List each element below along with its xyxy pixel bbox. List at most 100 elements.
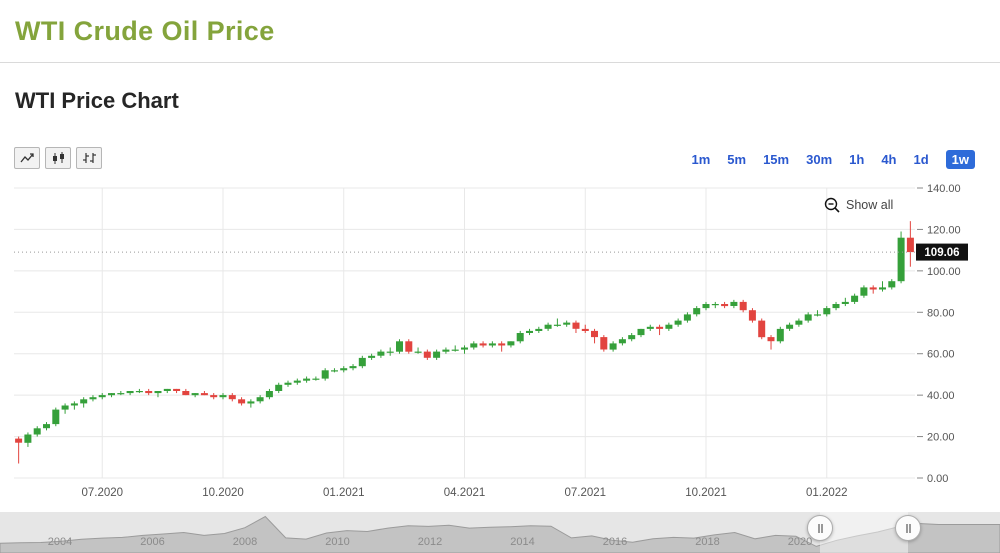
navigator-canvas[interactable] [0,512,1000,553]
candle-body [906,237,914,253]
candlestick-chart-style-button[interactable] [45,147,71,169]
navigator-right-handle[interactable] [895,515,921,541]
candle-body [581,328,589,331]
timeframe-15m[interactable]: 15m [763,152,790,167]
candle-body [814,314,821,316]
candle-body [210,395,218,398]
show-all-button[interactable]: Show all [824,197,893,213]
candle-body [191,393,199,396]
candle-body [238,399,246,404]
candle-body [70,403,78,406]
candle-body [897,237,905,282]
candle-body [748,310,756,321]
candle-body [461,347,468,350]
candle-body [470,343,478,348]
timeframe-4h[interactable]: 4h [881,152,897,167]
ohlc-chart-style-button[interactable] [76,147,102,169]
candle-body [507,341,515,346]
candle-body [832,304,840,309]
candle-body [656,326,664,329]
candle-body [405,341,413,352]
navigator-left-handle[interactable] [807,515,833,541]
candle-body [646,326,654,329]
candle-body [154,391,162,394]
handle-grip-icon [905,523,911,533]
y-axis-label: 20.00 [927,432,955,444]
timeframe-1d[interactable]: 1d [913,152,929,167]
y-axis-label: 60.00 [927,349,955,361]
y-axis-label: 120.00 [927,224,961,236]
page-title: WTI Crude Oil Price [15,16,275,46]
x-axis-label: 07.2020 [81,487,123,499]
candle-body [851,295,859,302]
candle-body [553,324,561,326]
candlestick-chart-canvas[interactable]: 0.00 20.00 40.00 60.00 80.00 100.00 120.00 140.… [0,178,1000,503]
candle-body [80,399,88,404]
candle-body [535,328,543,331]
candle-body [256,397,264,402]
candle-body [126,391,134,394]
candle-body [108,393,115,396]
candle-body [61,405,69,410]
candle-body [609,343,617,350]
candle-body [117,393,125,395]
candle-body [340,368,348,371]
candle-body [879,287,886,290]
navigator-area [0,515,1000,553]
candle-body [860,287,868,296]
candle-body [572,322,580,329]
candle-body [618,339,626,344]
candle-body [563,322,571,325]
candle-body [145,391,153,394]
candle-body [730,301,738,306]
candle-body [758,320,766,338]
candle-body [89,397,97,400]
candle-body [739,301,747,311]
timeframe-5m[interactable]: 5m [727,152,747,167]
candle-body [674,320,682,325]
line-chart-style-button[interactable] [14,147,40,169]
candle-body [219,395,227,398]
x-axis-label: 10.2020 [202,487,244,499]
zoom-out-icon [824,197,840,213]
candle-body [600,337,608,350]
section-heading: WTI Price Chart [15,88,179,113]
ohlc-chart-icon [82,152,96,163]
candle-body [488,343,496,346]
candle-body [683,314,691,321]
candle-body [869,287,877,290]
x-axis-label: 01.2021 [323,487,365,499]
timeframe-30m[interactable]: 30m [806,152,833,167]
candle-body [498,343,506,346]
candle-body [331,370,338,372]
candle-body [349,366,357,369]
x-axis-label: 01.2022 [806,487,848,499]
candle-body [711,304,719,306]
chart-style-toolbar [14,147,107,169]
candlestick-chart-icon [52,151,64,164]
candle-body [423,351,431,358]
timeframe-1h[interactable]: 1h [849,152,865,167]
candle-body [841,301,849,304]
timeframe-1w[interactable]: 1w [945,150,975,169]
candle-body [451,349,459,351]
candle-body [804,314,812,321]
timeframe-1m[interactable]: 1m [691,152,711,167]
candle-body [284,382,292,385]
candle-body [275,384,283,391]
range-navigator[interactable]: 2004 2006 2008 2010 2012 2014 2016 2018 2020 [0,512,1000,553]
navigator-selected-range[interactable] [820,512,908,553]
candle-body [544,324,552,329]
x-axis-label: 10.2021 [685,487,727,499]
candle-body [265,391,273,398]
price-chart[interactable]: 0.00 20.00 40.00 60.00 80.00 100.00 120.00 140.… [0,178,1000,503]
candle-body [52,409,60,425]
candle-body [312,378,320,380]
candle-body [433,351,441,358]
candle-body [163,388,171,391]
candle-body [823,308,831,315]
candle-body [135,391,143,393]
candle-body [173,388,181,391]
last-price-label [916,243,968,261]
candle-body [293,380,301,383]
